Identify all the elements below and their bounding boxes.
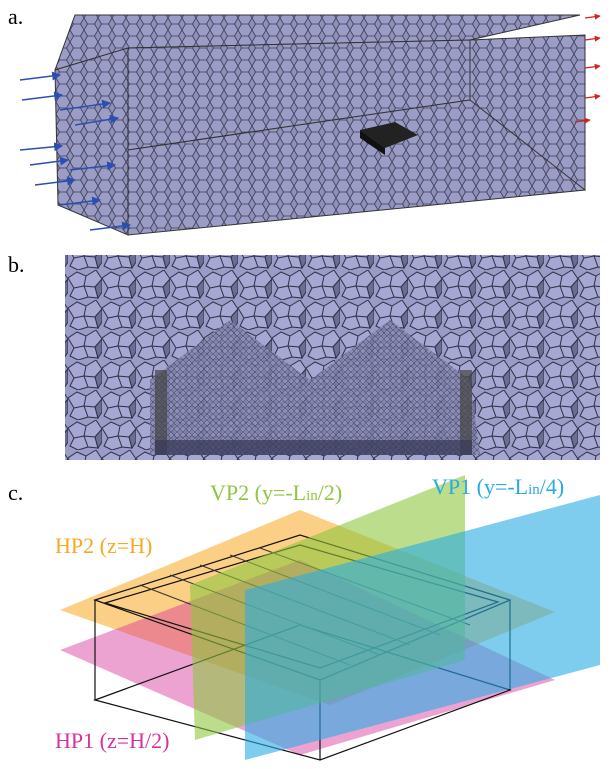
- panel-c: c. VP2 (y=-Lin/2) VP1 (y=-Lin/4) HP2 (z=…: [8, 474, 600, 760]
- panel-b: b.: [8, 252, 600, 460]
- panel-label: b.: [8, 252, 25, 277]
- inlet-face: [55, 48, 128, 235]
- panel-label: a.: [8, 4, 23, 29]
- plane-label: HP1 (z=H/2): [55, 728, 169, 753]
- plane-label: VP1 (y=-Lin/4): [432, 474, 564, 499]
- figure: a. b. c.: [0, 0, 616, 769]
- boundary-layer: [155, 440, 472, 455]
- plane-label-text: VP1 (y=-L: [432, 474, 528, 499]
- plane-label-text: /2): [318, 480, 342, 505]
- plane-label-sub: in: [306, 488, 318, 504]
- panel-label: c.: [8, 480, 23, 505]
- plane-label-text: /4): [540, 474, 564, 499]
- plane-label-sub: in: [528, 482, 540, 498]
- panel-a: a.: [8, 4, 600, 235]
- plane-label: HP2 (z=H): [55, 533, 152, 558]
- plane-label-text: VP2 (y=-L: [210, 480, 306, 505]
- plane-label: VP2 (y=-Lin/2): [210, 480, 342, 505]
